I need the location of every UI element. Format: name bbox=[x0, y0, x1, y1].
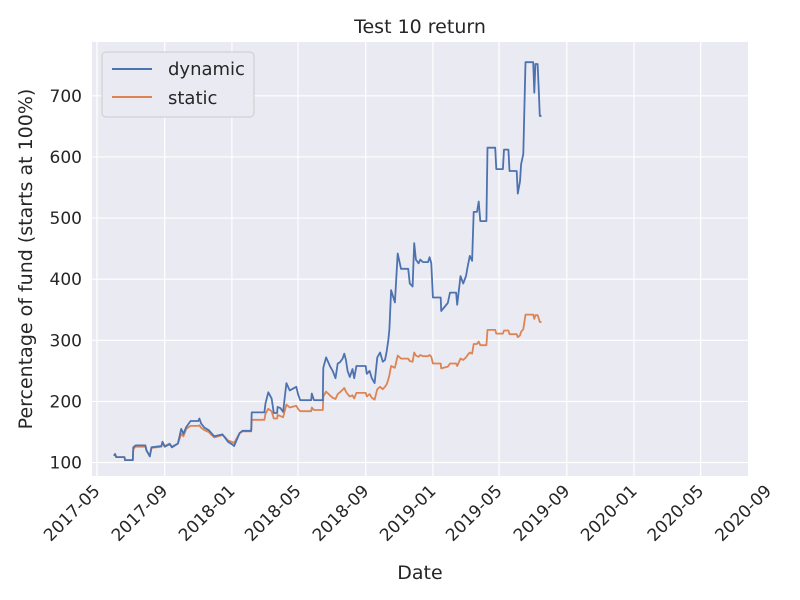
y-tick-label: 100 bbox=[50, 454, 82, 474]
y-tick-label: 500 bbox=[50, 209, 82, 229]
series-line-dynamic bbox=[113, 61, 542, 461]
series-lines bbox=[113, 61, 542, 461]
x-axis: 2017-05 2017-09 2018-01 2018-05 2018-09 2019-… bbox=[40, 481, 776, 545]
y-tick-label: 700 bbox=[50, 87, 82, 107]
chart-title: Test 10 return bbox=[353, 16, 486, 38]
y-axis-label: Percentage of fund (starts at 100%) bbox=[15, 89, 37, 430]
x-tick-label: 2020-09 bbox=[712, 481, 776, 545]
x-tick-label: 2017-09 bbox=[108, 481, 172, 545]
y-tick-label: 300 bbox=[50, 331, 82, 351]
x-tick-label: 2019-01 bbox=[376, 481, 440, 545]
y-tick-label: 600 bbox=[50, 148, 82, 168]
x-tick-label: 2019-05 bbox=[442, 481, 506, 545]
series-line-static bbox=[113, 313, 542, 461]
y-tick-label: 200 bbox=[50, 392, 82, 412]
legend: dynamic static bbox=[101, 51, 255, 118]
y-tick-label: 400 bbox=[50, 270, 82, 290]
x-tick-label: 2020-01 bbox=[577, 481, 641, 545]
x-tick-label: 2020-05 bbox=[644, 481, 708, 545]
legend-label-dynamic: dynamic bbox=[168, 59, 245, 80]
legend-label-static: static bbox=[168, 88, 217, 109]
y-axis: 100 200 300 400 500 600 700 bbox=[50, 87, 82, 474]
x-tick-label: 2018-05 bbox=[241, 481, 305, 545]
x-tick-label: 2018-09 bbox=[309, 481, 373, 545]
x-tick-label: 2019-09 bbox=[510, 481, 574, 545]
x-tick-label: 2018-01 bbox=[175, 481, 239, 545]
x-tick-label: 2017-05 bbox=[40, 481, 104, 545]
x-axis-label: Date bbox=[397, 562, 442, 584]
